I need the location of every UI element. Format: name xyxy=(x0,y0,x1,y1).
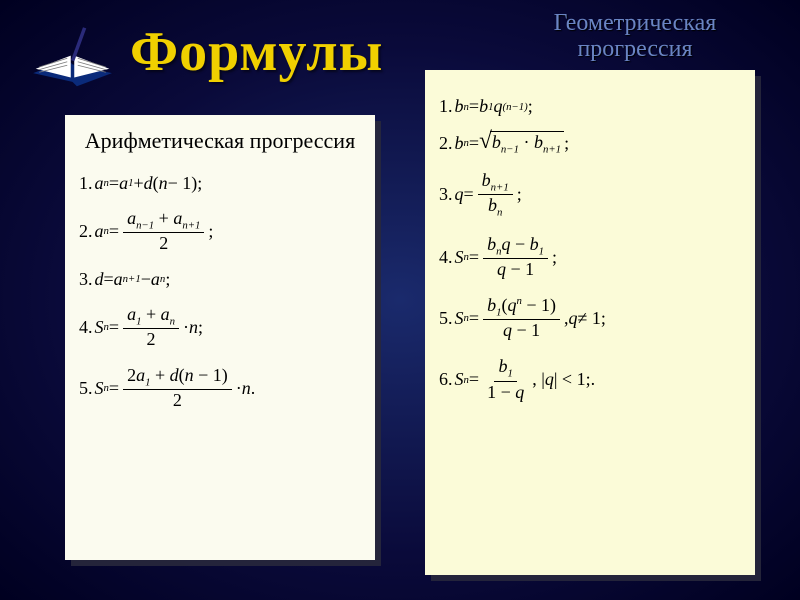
arithmetic-panel: Арифметическая прогрессия 1. an = a1 + d… xyxy=(65,115,375,560)
geom-formula-5: 5. Sn = b1(qn − 1) q − 1 , q ≠ 1 ; xyxy=(439,295,741,342)
title: Формулы xyxy=(130,20,383,84)
arith-formula-3: 3. d = an+1 − an ; xyxy=(79,269,361,290)
subtitle: Геометрическая прогрессия xyxy=(510,10,760,63)
geom-formula-3: 3. q = bn+1 bn ; xyxy=(439,170,741,220)
book-icon xyxy=(25,25,120,95)
geometric-panel: 1. bn = b1q(n−1) ; 2. bn = bn−1 · bn+1 ;… xyxy=(425,70,755,575)
arith-formula-1: 1. an = a1 + d(n − 1) ; xyxy=(79,173,361,194)
geom-formula-6: 6. Sn = b1 1 − q , |q| < 1 ;. xyxy=(439,356,741,403)
arithmetic-heading: Арифметическая прогрессия xyxy=(79,127,361,155)
geom-formula-1: 1. bn = b1q(n−1) ; xyxy=(439,96,741,117)
arith-formula-2: 2. an = an−1 + an+1 2 ; xyxy=(79,208,361,255)
geom-formula-2: 2. bn = bn−1 · bn+1 ; xyxy=(439,131,741,156)
arith-formula-5: 5. Sn = 2a1 + d(n − 1) 2 · n . xyxy=(79,365,361,412)
geom-formula-4: 4. Sn = bnq − b1 q − 1 ; xyxy=(439,234,741,281)
arith-formula-4: 4. Sn = a1 + an 2 · n ; xyxy=(79,304,361,351)
